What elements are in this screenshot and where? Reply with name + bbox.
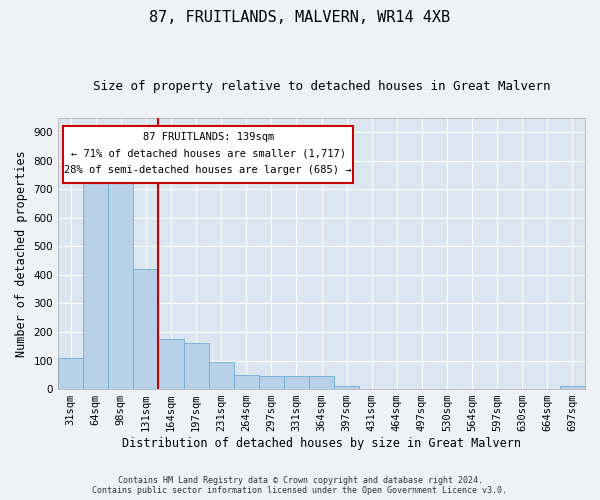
Bar bbox=[309, 376, 334, 389]
Bar bbox=[58, 358, 83, 389]
Bar bbox=[83, 178, 108, 389]
Text: 28% of semi-detached houses are larger (685) →: 28% of semi-detached houses are larger (… bbox=[64, 165, 352, 175]
Y-axis label: Number of detached properties: Number of detached properties bbox=[15, 150, 28, 356]
Title: Size of property relative to detached houses in Great Malvern: Size of property relative to detached ho… bbox=[93, 80, 550, 93]
Bar bbox=[108, 178, 133, 389]
Bar bbox=[158, 339, 184, 389]
Bar bbox=[209, 362, 233, 389]
Bar bbox=[259, 376, 284, 389]
Bar bbox=[133, 269, 158, 389]
Bar bbox=[184, 344, 209, 389]
Text: Contains HM Land Registry data © Crown copyright and database right 2024.
Contai: Contains HM Land Registry data © Crown c… bbox=[92, 476, 508, 495]
FancyBboxPatch shape bbox=[64, 126, 353, 183]
Bar bbox=[334, 386, 359, 389]
X-axis label: Distribution of detached houses by size in Great Malvern: Distribution of detached houses by size … bbox=[122, 437, 521, 450]
Bar bbox=[233, 375, 259, 389]
Text: ← 71% of detached houses are smaller (1,717): ← 71% of detached houses are smaller (1,… bbox=[71, 148, 346, 158]
Bar bbox=[284, 376, 309, 389]
Bar bbox=[560, 386, 585, 389]
Text: 87 FRUITLANDS: 139sqm: 87 FRUITLANDS: 139sqm bbox=[143, 132, 274, 142]
Text: 87, FRUITLANDS, MALVERN, WR14 4XB: 87, FRUITLANDS, MALVERN, WR14 4XB bbox=[149, 10, 451, 25]
